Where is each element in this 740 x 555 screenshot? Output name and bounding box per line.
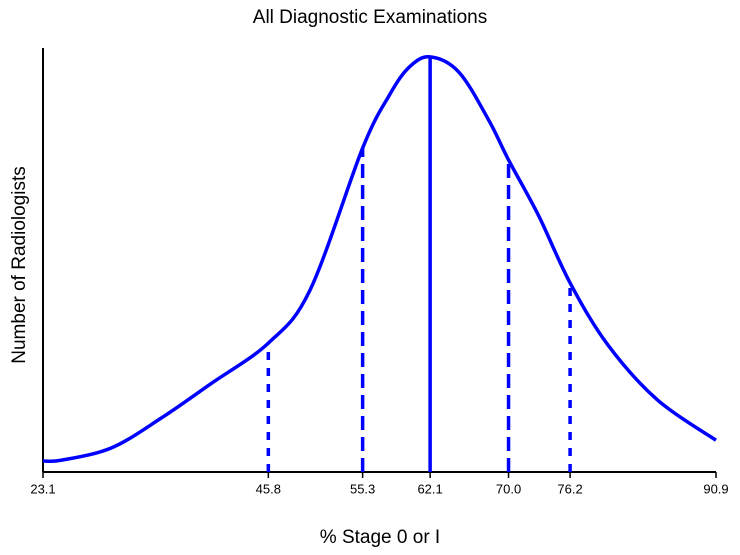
x-tick-label: 55.3 [350, 481, 375, 496]
x-tick-label: 70.0 [496, 481, 521, 496]
x-tick-label: 90.9 [703, 481, 728, 496]
x-tick-label: 76.2 [557, 481, 582, 496]
x-axis-label: % Stage 0 or I [320, 527, 440, 548]
x-tick-label: 23.1 [30, 481, 55, 496]
chart-title: All Diagnostic Examinations [253, 7, 487, 28]
x-tick-label: 45.8 [256, 481, 281, 496]
y-axis-label: Number of Radiologists [9, 166, 30, 363]
x-tick-label: 62.1 [417, 481, 442, 496]
density-curve [42, 55, 717, 464]
